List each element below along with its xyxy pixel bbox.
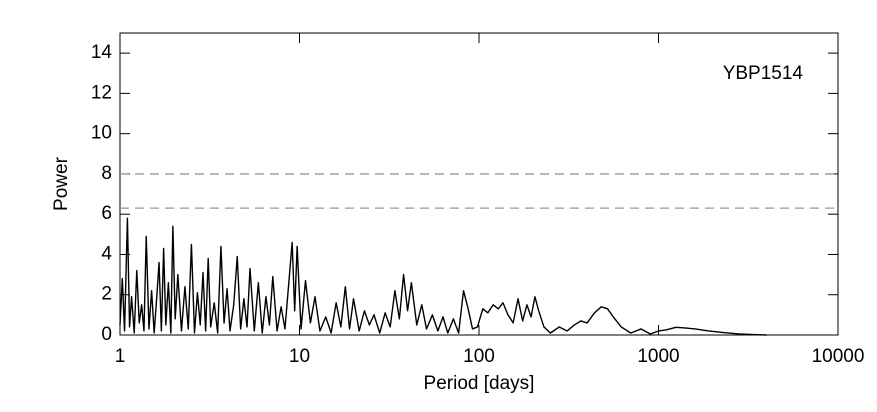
periodogram-line [119, 217, 767, 336]
y-tick-label: 12 [91, 82, 112, 103]
y-tick-label: 0 [101, 324, 112, 345]
x-tick-label: 100 [463, 346, 495, 367]
y-tick-label: 2 [101, 284, 112, 305]
y-tick-label: 4 [101, 243, 112, 264]
y-tick-label: 6 [101, 203, 112, 224]
y-tick-label: 8 [101, 163, 112, 184]
x-tick-label: 1000 [637, 346, 679, 367]
y-axis-label: Power [51, 156, 72, 211]
annotation: YBP1514 [723, 63, 804, 84]
y-tick-label: 14 [91, 42, 113, 63]
x-axis-label: Period [days] [424, 373, 535, 394]
x-tick-label: 10000 [812, 346, 865, 367]
x-tick-label: 1 [115, 346, 126, 367]
x-tick-label: 10 [289, 346, 310, 367]
y-tick-label: 10 [91, 123, 112, 144]
